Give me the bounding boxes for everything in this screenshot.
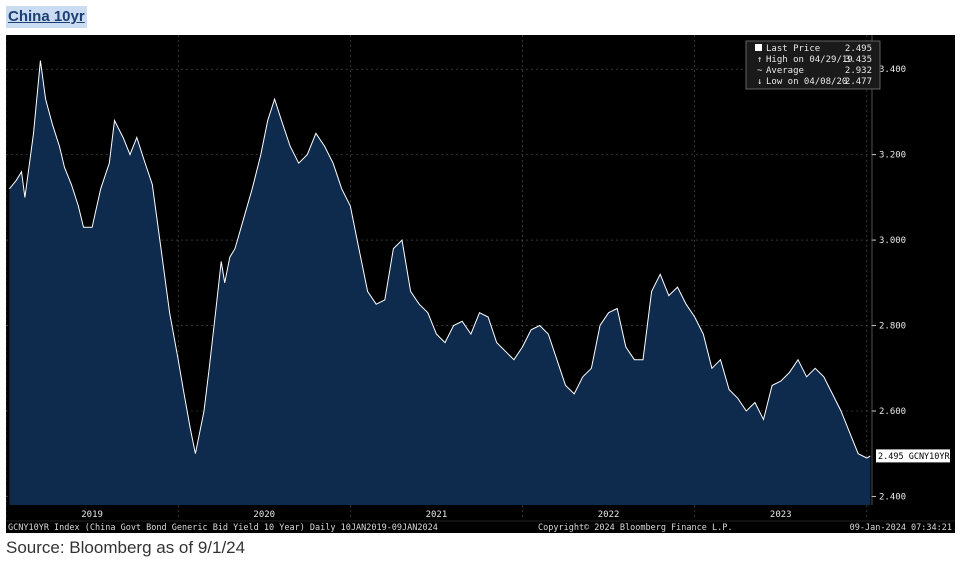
y-tick-label: 2.400 — [879, 492, 906, 502]
y-tick-label: 2.600 — [879, 407, 906, 417]
y-tick-label: 3.000 — [879, 236, 906, 246]
last-value-badge — [876, 449, 950, 463]
legend-box — [745, 40, 881, 90]
area-fill — [9, 60, 871, 505]
series-line — [9, 60, 871, 459]
x-tick-label: 2019 — [81, 510, 103, 520]
y-tick-label: 2.800 — [879, 322, 906, 332]
legend-value-high: 3.435 — [845, 55, 872, 65]
legend-label-average: Average — [766, 66, 804, 76]
legend-label-last-price: Last Price — [766, 44, 820, 54]
chart-panel: 3.400 3.200 3.000 2.800 2.600 2.400 2019 2020 2… — [6, 35, 955, 533]
x-axis: 2019 2020 2021 2022 2023 — [81, 510, 791, 520]
yield-area — [9, 60, 871, 505]
x-tick-label: 2022 — [598, 510, 620, 520]
legend-label-high: High on 04/29/19 — [766, 55, 853, 65]
average-marker-icon: ~ — [757, 66, 763, 76]
page-title: China 10yr — [6, 6, 87, 28]
legend-value-average: 2.932 — [845, 66, 872, 76]
footer-index-description: GCNY10YR Index (China Govt Bond Generic … — [8, 523, 438, 533]
chart-legend: Last Price 2.495 ↑ High on 04/29/19 3.43… — [745, 40, 881, 90]
low-marker-icon: ↓ — [757, 77, 762, 87]
last-value-tag: 2.495 GCNY10YR — [876, 449, 951, 463]
source-note: Source: Bloomberg as of 9/1/24 — [6, 538, 246, 557]
high-marker-icon: ↑ — [757, 55, 762, 65]
legend-value-last-price: 2.495 — [845, 44, 872, 54]
x-tick-label: 2023 — [770, 510, 792, 520]
y-tick-label: 3.200 — [879, 151, 906, 161]
footer-copyright: Copyright© 2024 Bloomberg Finance L.P. — [538, 523, 732, 533]
y-axis: 3.400 3.200 3.000 2.800 2.600 2.400 — [871, 35, 906, 505]
last-value-label: 2.495 GCNY10YR — [878, 452, 951, 462]
x-tick-label: 2020 — [253, 510, 275, 520]
legend-label-low: Low on 04/08/20 — [766, 77, 847, 87]
x-tick-label: 2021 — [426, 510, 448, 520]
legend-value-low: 2.477 — [845, 77, 872, 87]
footer-timestamp: 09-Jan-2024 07:34:21 — [850, 523, 952, 533]
y-tick-label: 3.400 — [879, 65, 906, 75]
legend-swatch — [755, 44, 762, 51]
